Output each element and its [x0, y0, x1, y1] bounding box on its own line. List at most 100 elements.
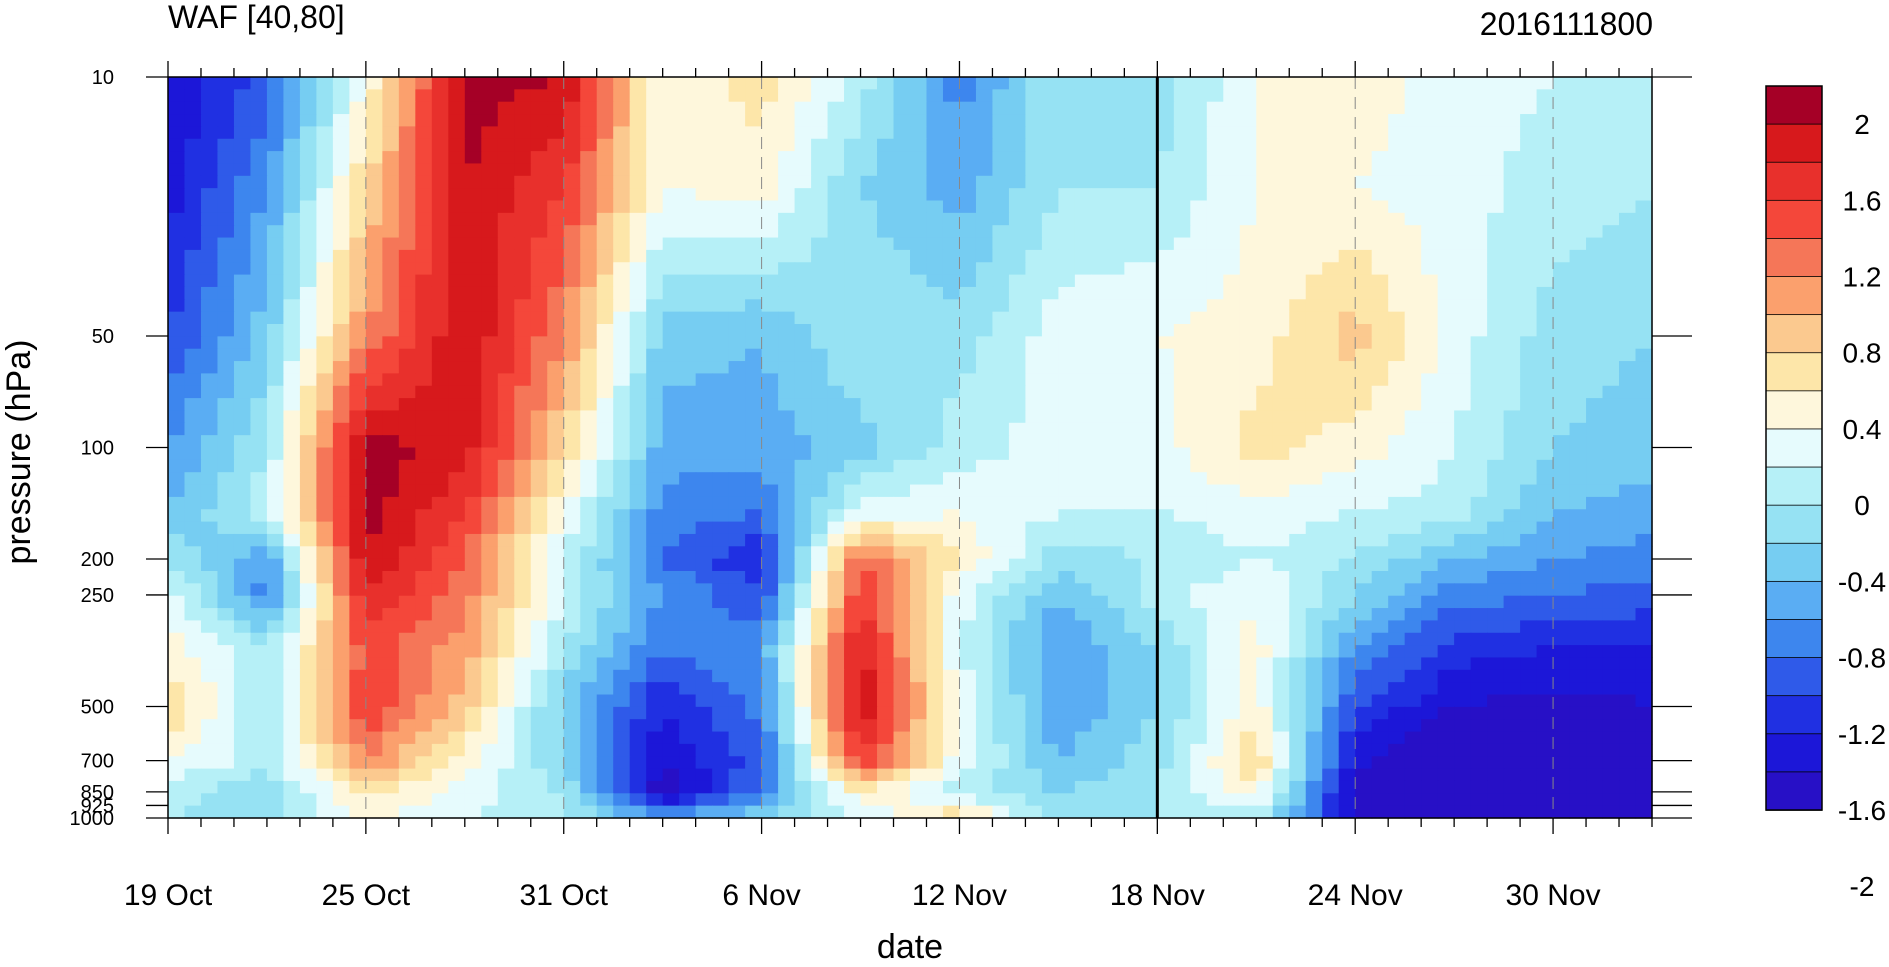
- heatmap-cell: [1454, 422, 1472, 436]
- heatmap-cell: [365, 249, 383, 263]
- heatmap-cell: [184, 496, 202, 510]
- heatmap-cell: [299, 459, 317, 473]
- heatmap-cell: [1338, 212, 1356, 226]
- heatmap-cell: [1074, 126, 1092, 140]
- heatmap-cell: [1602, 645, 1620, 659]
- heatmap-cell: [1338, 546, 1356, 560]
- heatmap-cell: [398, 521, 416, 535]
- heatmap-cell: [1206, 348, 1224, 362]
- heatmap-cell: [398, 694, 416, 708]
- heatmap-cell: [860, 286, 878, 300]
- heatmap-cell: [1520, 410, 1538, 424]
- heatmap-cell: [794, 435, 812, 449]
- heatmap-cell: [217, 645, 235, 659]
- heatmap-cell: [712, 558, 730, 572]
- heatmap-cell: [1140, 669, 1158, 683]
- heatmap-cell: [1322, 496, 1340, 510]
- heatmap-cell: [1223, 410, 1241, 424]
- heatmap-cell: [448, 657, 466, 671]
- heatmap-cell: [1157, 114, 1175, 127]
- heatmap-cell: [332, 496, 350, 510]
- heatmap-cell: [1536, 472, 1554, 486]
- heatmap-cell: [1289, 249, 1307, 263]
- heatmap-cell: [382, 126, 400, 140]
- heatmap-cell: [992, 595, 1010, 609]
- heatmap-cell: [877, 348, 895, 362]
- heatmap-cell: [728, 175, 746, 189]
- heatmap-cell: [1206, 558, 1224, 572]
- heatmap-cell: [646, 324, 664, 337]
- heatmap-cell: [1487, 410, 1505, 424]
- heatmap-cell: [1553, 126, 1571, 140]
- heatmap-cell: [695, 608, 713, 621]
- heatmap-cell: [1487, 608, 1505, 621]
- heatmap-cell: [514, 422, 532, 436]
- heatmap-cell: [942, 595, 961, 609]
- heatmap-cell: [1338, 719, 1356, 733]
- heatmap-cell: [1091, 558, 1109, 572]
- heatmap-cell: [975, 89, 994, 103]
- heatmap-cell: [1289, 731, 1307, 745]
- heatmap-cell: [827, 743, 845, 757]
- heatmap-cell: [1371, 521, 1389, 535]
- heatmap-cell: [431, 101, 449, 115]
- heatmap-cell: [844, 756, 862, 770]
- heatmap-cell: [283, 731, 301, 745]
- heatmap-cell: [662, 361, 680, 374]
- heatmap-cell: [975, 225, 994, 239]
- heatmap-cell: [200, 422, 219, 436]
- heatmap-cell: [1008, 682, 1027, 696]
- heatmap-cell: [1388, 324, 1406, 337]
- heatmap-cell: [217, 262, 235, 276]
- heatmap-cell: [316, 459, 334, 473]
- heatmap-cell: [1586, 719, 1604, 733]
- heatmap-cell: [975, 496, 994, 510]
- heatmap-cell: [613, 151, 631, 165]
- heatmap-cell: [1602, 175, 1620, 189]
- heatmap-cell: [893, 324, 911, 337]
- heatmap-cell: [382, 151, 400, 165]
- heatmap-cell: [811, 706, 829, 720]
- heatmap-cell: [448, 89, 466, 103]
- heatmap-cell: [1190, 237, 1208, 251]
- heatmap-cell: [530, 731, 548, 745]
- heatmap-cell: [1305, 385, 1323, 399]
- heatmap-cell: [1520, 175, 1538, 189]
- heatmap-cell: [464, 249, 482, 263]
- heatmap-cell: [1371, 311, 1389, 325]
- heatmap-cell: [316, 571, 334, 584]
- heatmap-cell: [1124, 743, 1142, 757]
- heatmap-cell: [1569, 447, 1587, 461]
- heatmap-cell: [1140, 731, 1158, 745]
- heatmap-cell: [1586, 459, 1604, 473]
- heatmap-cell: [662, 200, 680, 214]
- heatmap-cell: [926, 212, 944, 226]
- heatmap-cell: [877, 410, 895, 424]
- heatmap-cell: [910, 212, 928, 226]
- heatmap-cell: [992, 571, 1010, 584]
- heatmap-cell: [1553, 188, 1571, 202]
- heatmap-cell: [1487, 459, 1505, 473]
- heatmap-cell: [1025, 496, 1043, 510]
- heatmap-cell: [778, 558, 796, 572]
- heatmap-cell: [547, 299, 565, 313]
- heatmap-cell: [184, 595, 202, 609]
- heatmap-cell: [1520, 447, 1538, 461]
- heatmap-cell: [563, 533, 581, 547]
- heatmap-cell: [1487, 509, 1505, 523]
- heatmap-cell: [761, 694, 779, 708]
- heatmap-cell: [316, 138, 334, 152]
- heatmap-cell: [959, 126, 977, 140]
- heatmap-cell: [415, 657, 433, 671]
- heatmap-cell: [893, 212, 911, 226]
- heatmap-cell: [1586, 657, 1604, 671]
- heatmap-cell: [200, 558, 219, 572]
- heatmap-cell: [1536, 348, 1554, 362]
- heatmap-cell: [728, 126, 746, 140]
- heatmap-cell: [662, 385, 680, 399]
- heatmap-cell: [184, 398, 202, 412]
- heatmap-cell: [217, 336, 235, 350]
- heatmap-cell: [530, 595, 548, 609]
- heatmap-cell: [613, 669, 631, 683]
- heatmap-cell: [1305, 212, 1323, 226]
